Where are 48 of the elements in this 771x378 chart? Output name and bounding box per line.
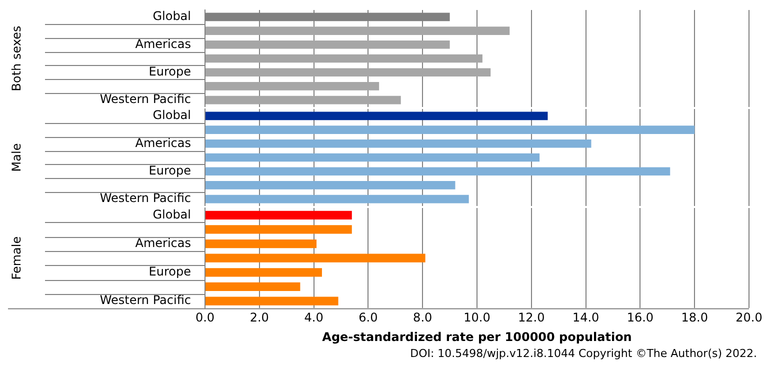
- x-tick-label: 6.0: [358, 310, 378, 325]
- bar: [206, 139, 592, 148]
- y-tick-label: Global: [152, 207, 191, 222]
- bar: [206, 68, 491, 77]
- y-tick-label: Europe: [148, 163, 191, 178]
- x-tick-label: 16.0: [626, 310, 654, 325]
- bar: [206, 181, 456, 190]
- text: DOI: 10.5498/wjp.v12.i8.1044 Copyright ©The Author(s) 2022.: [409, 347, 758, 360]
- y-axis-title: Both sexes: [9, 26, 24, 92]
- bar: [206, 194, 469, 204]
- y-tick-label: Western Pacific: [100, 92, 191, 106]
- x-tick-label: 2.0: [250, 310, 269, 325]
- x-tick-label: 20.0: [736, 310, 762, 325]
- y-tick-label: Europe: [148, 64, 191, 78]
- bar: [206, 54, 482, 63]
- x-tick-label: 18.0: [681, 310, 708, 325]
- x-tick-label: 14.0: [572, 310, 600, 325]
- x-axis-title: Age-standardized rate per 100000 population: [322, 330, 632, 344]
- y-axis-title: Female: [9, 236, 24, 280]
- y-tick-label: Western Pacific: [100, 293, 191, 308]
- x-tick-label: 0.0: [195, 310, 215, 325]
- x-tick-label: 10.0: [464, 310, 490, 325]
- bar: [206, 268, 322, 277]
- bar: [206, 26, 510, 35]
- y-tick-label: Americas: [135, 136, 191, 150]
- x-tick-label: 4.0: [304, 310, 324, 325]
- bar: [206, 254, 426, 262]
- bar: [206, 40, 450, 49]
- bar: [206, 112, 548, 120]
- y-tick-label: Global: [152, 108, 191, 122]
- bar: [206, 96, 401, 104]
- y-tick-label: Americas: [135, 36, 191, 51]
- y-tick-label: Europe: [148, 264, 191, 279]
- bar: [206, 153, 540, 162]
- x-tick-label: 12.0: [518, 310, 545, 325]
- bar: [206, 282, 300, 292]
- y-tick-label: Western Pacific: [100, 191, 191, 206]
- bar: [206, 126, 695, 134]
- bar: [206, 82, 380, 90]
- y-tick-label: Global: [152, 9, 191, 24]
- bar: [206, 210, 352, 220]
- bar: [206, 167, 670, 176]
- x-tick-label: 8.0: [413, 310, 432, 325]
- bar: [206, 296, 338, 306]
- y-axis-title: Male: [9, 143, 24, 172]
- bar: [206, 239, 317, 248]
- y-tick-label: Americas: [135, 236, 191, 250]
- bar: [206, 225, 352, 234]
